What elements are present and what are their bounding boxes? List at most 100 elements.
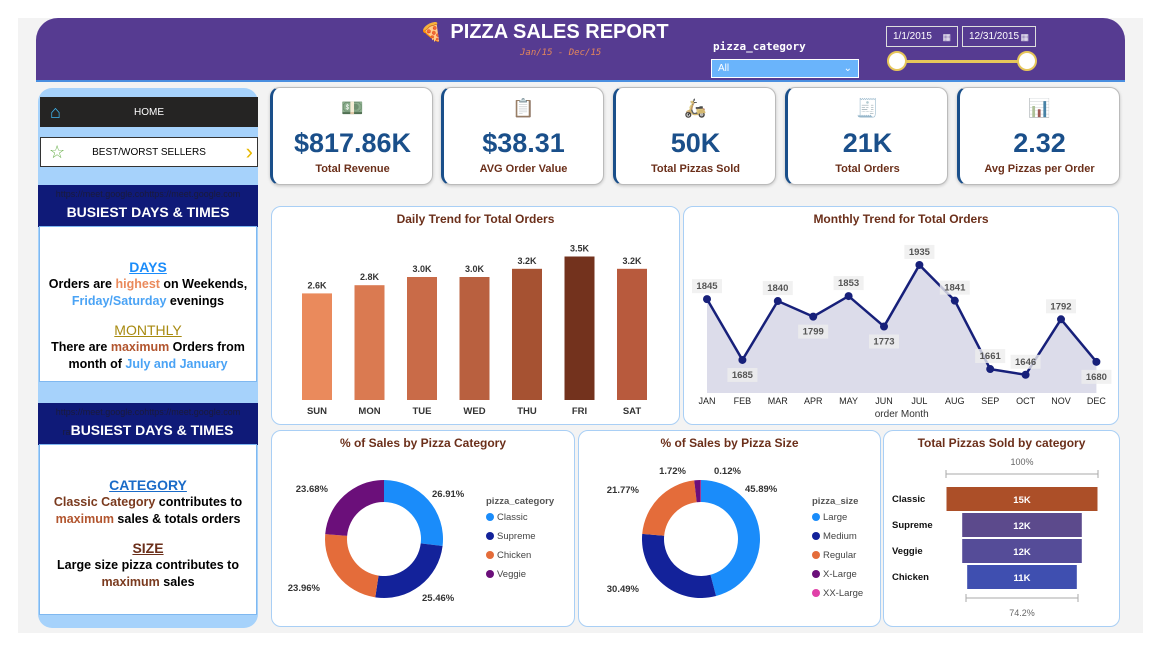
kpi-label: Avg Pizzas per Order <box>984 163 1095 175</box>
data-label: 3.0K <box>465 264 485 274</box>
monthly-trend-chart: Monthly Trend for Total Orders 1845 JAN 168… <box>683 206 1119 425</box>
chart-title: Daily Trend for Total Orders <box>396 212 555 226</box>
pie-slice <box>694 480 701 503</box>
label-bg <box>904 244 935 259</box>
slider-start-handle[interactable] <box>887 51 907 71</box>
x-tick-label: OCT <box>1016 396 1036 406</box>
pie-slice <box>325 480 384 536</box>
x-tick-label: APR <box>804 396 823 406</box>
category-dropdown[interactable]: All ⌄ <box>711 59 859 78</box>
kpi-card: 📊 2.32 Avg Pizzas per Order <box>957 87 1120 185</box>
legend-item[interactable]: Large <box>823 512 847 523</box>
chart-title: Total Pizzas Sold by category <box>917 436 1086 450</box>
label-bg <box>798 324 829 339</box>
header-bar <box>36 18 1125 82</box>
data-label: 0.12% <box>714 466 741 477</box>
pie-slice <box>701 480 760 597</box>
legend-item[interactable]: X-Large <box>823 569 857 580</box>
category-text-line1: Classic Category contributes to <box>53 495 243 509</box>
label-bg <box>1046 299 1076 314</box>
days-text-line2: Friday/Saturday evenings <box>71 294 225 308</box>
monthly-text-line2: month of July and January <box>68 357 228 371</box>
calendar-icon: ▦ <box>942 32 951 42</box>
end-date-input[interactable]: 12/31/2015 ▦ <box>962 26 1036 47</box>
busiest-days-header: https://meet.google.cohttps://meet.googl… <box>38 185 258 227</box>
kpi-value: $38.31 <box>482 128 565 158</box>
data-label: 11K <box>1014 573 1031 584</box>
x-tick-label: SAT <box>623 406 641 417</box>
funnel-bar <box>962 539 1082 563</box>
data-point <box>1092 357 1101 366</box>
data-point <box>1057 315 1065 324</box>
slider-end-handle[interactable] <box>1017 51 1037 71</box>
label-bg <box>939 280 970 295</box>
start-date-input[interactable]: 1/1/2015 ▦ <box>886 26 958 47</box>
legend-item[interactable]: Regular <box>823 550 856 561</box>
x-tick-label: TUE <box>413 406 432 417</box>
category-label: Classic <box>892 494 925 505</box>
data-point <box>915 260 924 269</box>
legend-item[interactable]: Classic <box>497 512 528 523</box>
category-label: Chicken <box>892 572 929 583</box>
data-label: 1935 <box>909 247 931 258</box>
data-label: 21.77% <box>607 485 640 496</box>
data-label: 3.5K <box>570 244 590 254</box>
monthly-text-line1: There are maximum Orders from <box>51 340 245 354</box>
daily-trend-chart: Daily Trend for Total Orders 2.6K SUN 2.8K M… <box>271 206 680 425</box>
x-tick-label: FEB <box>734 396 752 406</box>
legend-marker <box>812 589 820 597</box>
legend-marker <box>486 570 494 578</box>
section-title: BUSIEST DAYS & TIMES <box>66 204 230 220</box>
best-worst-sellers-button[interactable]: ☆ BEST/WORST SELLERS › <box>40 137 258 167</box>
chart-title: Monthly Trend for Total Orders <box>813 212 989 226</box>
home-button[interactable]: ⌂ HOME <box>40 97 258 127</box>
legend-title: pizza_category <box>486 496 555 507</box>
stray-url-text: https://meet.google.cohttps://meet.googl… <box>55 189 241 199</box>
kpi-card: 🧾 21K Total Orders <box>785 87 948 185</box>
legend-item[interactable]: Chicken <box>497 550 531 561</box>
legend-item[interactable]: Supreme <box>497 531 536 542</box>
legend-item[interactable]: XX-Large <box>823 588 863 599</box>
bar <box>407 277 437 400</box>
kpi-label: Total Revenue <box>315 163 390 175</box>
chart-title: % of Sales by Pizza Category <box>339 436 507 450</box>
date-range-slider[interactable] <box>897 60 1027 63</box>
funnel-bar <box>962 513 1082 537</box>
kpi-value: 50K <box>670 128 721 158</box>
kpi-card: 🛵 50K Total Pizzas Sold <box>613 87 776 185</box>
data-label: 3.0K <box>412 264 432 274</box>
pie-slice <box>642 533 717 598</box>
start-date-value: 1/1/2015 <box>893 31 932 42</box>
kpi-card: 💵 $817.86K Total Revenue <box>270 87 433 185</box>
data-point <box>950 296 959 305</box>
data-label: 30.49% <box>607 584 640 595</box>
days-heading: DAYS <box>129 259 167 275</box>
dropdown-value: All <box>718 63 730 74</box>
category-insight-box: CATEGORY Classic Category contributes to… <box>39 444 257 615</box>
legend-item[interactable]: Veggie <box>497 569 526 580</box>
label-bg <box>869 334 899 349</box>
legend-item[interactable]: Medium <box>823 531 857 542</box>
busiest-days-header-2: https://meet.google.cohttps://meet.googl… <box>38 403 258 445</box>
x-tick-label: SUN <box>307 406 327 417</box>
data-label: 1680 <box>1086 372 1107 383</box>
home-icon: ⌂ <box>50 101 61 122</box>
kpi-value: $817.86K <box>293 128 412 158</box>
legend-title: pizza_size <box>812 496 858 507</box>
monthly-heading: MONTHLY <box>114 322 182 338</box>
data-point <box>1021 370 1030 379</box>
legend-marker <box>812 532 820 540</box>
size-text-line2: maximum sales <box>101 575 195 589</box>
data-label: 12K <box>1013 521 1031 532</box>
days-insight-box: DAYS Orders are highest on Weekends, Fri… <box>39 226 257 382</box>
category-heading: CATEGORY <box>109 477 187 493</box>
legend-marker <box>486 551 494 559</box>
area-fill <box>707 264 1097 393</box>
data-label: 3.2K <box>622 256 642 266</box>
legend-marker <box>486 513 494 521</box>
x-tick-label: MAR <box>768 396 789 406</box>
category-text-line2: maximum sales & totals orders <box>55 512 241 526</box>
data-label: 12K <box>1013 547 1031 558</box>
kpi-value: 21K <box>842 128 893 158</box>
data-label: 1840 <box>767 283 788 294</box>
